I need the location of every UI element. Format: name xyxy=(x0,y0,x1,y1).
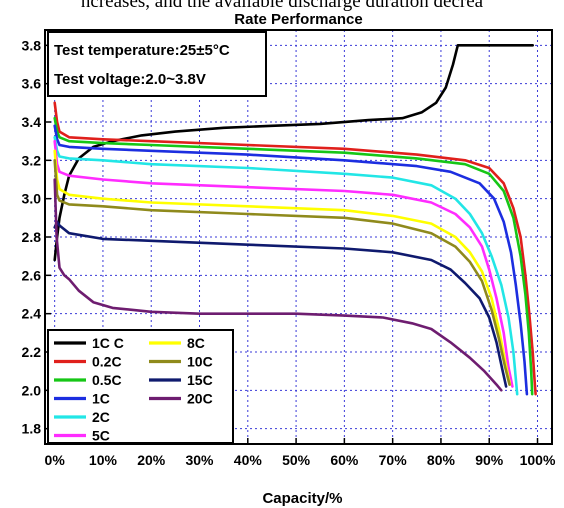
series-line-1c xyxy=(53,124,529,396)
x-axis-label: Capacity/% xyxy=(262,490,342,507)
y-tick-label: 3.6 xyxy=(22,76,42,92)
series-line-20c xyxy=(53,178,503,392)
y-tick-label: 3.8 xyxy=(22,37,42,53)
y-tick-label: 3.0 xyxy=(22,191,42,207)
legend-label: 15C xyxy=(187,372,213,388)
x-tick-label: 70% xyxy=(379,452,408,468)
legend-box xyxy=(47,329,234,444)
x-tick-label: 50% xyxy=(282,452,311,468)
x-tick-label: 10% xyxy=(89,452,118,468)
chart-title: Rate Performance xyxy=(234,11,362,28)
x-tick-label: 100% xyxy=(520,452,556,468)
legend-label: 1C C xyxy=(92,335,124,351)
series-line-5c xyxy=(53,139,514,388)
x-tick-label: 20% xyxy=(137,452,166,468)
annotation-box xyxy=(47,31,267,97)
legend-label: 10C xyxy=(187,354,213,370)
series-line-8c xyxy=(53,149,512,386)
legend-label: 0.2C xyxy=(92,354,122,370)
x-tick-label: 80% xyxy=(427,452,456,468)
legend: 1C C 0.2C 0.5C 1C 2C 5C 8C 10C 15C 20C xyxy=(47,329,234,444)
x-tick-label: 30% xyxy=(185,452,214,468)
y-tick-label: 1.8 xyxy=(22,421,42,437)
series-line-1c-c xyxy=(53,44,534,262)
legend-label: 1C xyxy=(92,391,110,407)
caption-fragment: ncreases, and the available discharge du… xyxy=(80,0,484,12)
series-line-10c xyxy=(53,159,511,386)
legend-label: 8C xyxy=(187,335,205,351)
legend-label: 0.5C xyxy=(92,372,122,388)
y-tick-label: 3.4 xyxy=(22,114,42,130)
series-line-2c xyxy=(53,136,519,396)
x-tick-label: 0% xyxy=(45,452,66,468)
annotation-text: Test voltage:2.0~3.8V xyxy=(54,71,206,88)
annotation-text: Test temperature:25±5°C xyxy=(54,42,230,59)
x-tick-label: 90% xyxy=(475,452,504,468)
series-line-0.5c xyxy=(53,116,534,396)
series-lines xyxy=(53,44,537,396)
y-tick-label: 2.0 xyxy=(22,382,42,398)
x-tick-label: 40% xyxy=(234,452,263,468)
y-tick-label: 3.2 xyxy=(22,152,42,168)
legend-label: 2C xyxy=(92,409,110,425)
y-tick-label: 2.4 xyxy=(22,306,42,322)
legend-label: 5C xyxy=(92,428,110,444)
y-tick-label: 2.2 xyxy=(22,344,42,360)
legend-label: 20C xyxy=(187,391,213,407)
x-tick-label: 60% xyxy=(330,452,359,468)
series-line-15c xyxy=(53,220,508,388)
series-line-0.2c xyxy=(53,101,537,396)
y-tick-label: 2.6 xyxy=(22,267,42,283)
y-tick-label: 2.8 xyxy=(22,229,42,245)
